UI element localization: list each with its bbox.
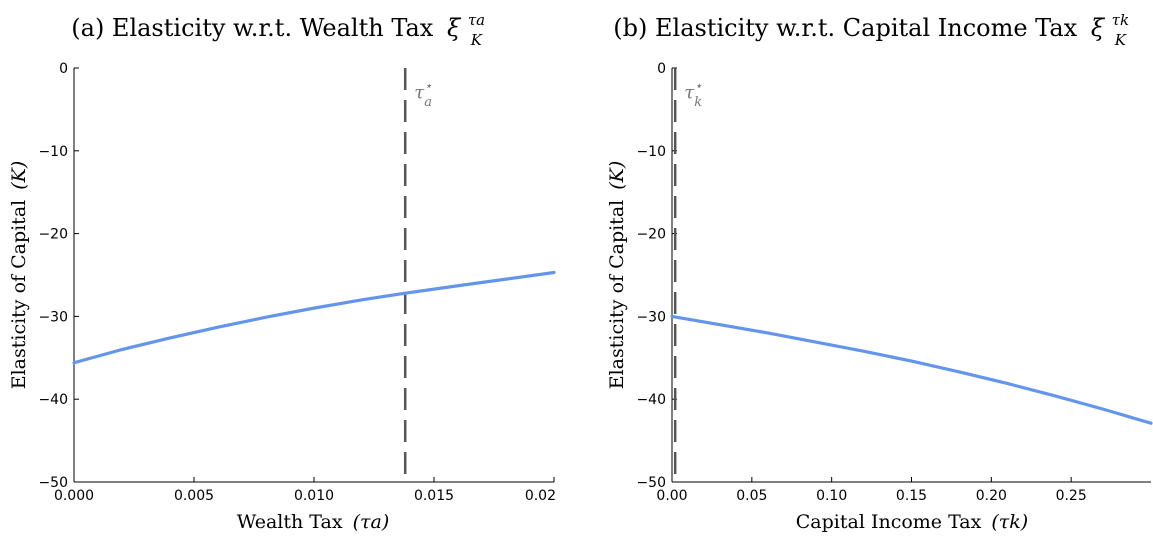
panel-b-reference-label: τ⋆ k [684,79,702,110]
panel-b-ylabel-symbol: (K) [606,161,628,190]
panel-a-y-tick-label: −10 [38,144,68,160]
panel-b-y-tick-label: −10 [636,144,666,160]
panel-a-reference-label: τ⋆ a [414,79,432,110]
panel-b-x-tick-label: 0.05 [736,488,767,504]
panel-a-x-tick-label: 0.005 [174,488,214,504]
panel-a-ylabel: Elasticity of Capital (K) [8,161,30,390]
panel-b-title: (b) Elasticity w.r.t. Capital Income Tax… [613,3,1136,49]
panel-a-title-text: (a) Elasticity w.r.t. Wealth Tax [71,14,434,42]
panel-b-x-tick-label: 0.20 [976,488,1007,504]
panel-a-y-tick-label: −50 [38,475,68,491]
panel-b-xlabel-text: Capital Income Tax [796,511,982,533]
panel-b-title-superscript: τk [1112,11,1129,29]
panel-a-xlabel-symbol: (τa) [353,511,390,533]
panel-a-title-superscript: τa [468,11,485,29]
panel-a-y-tick-label: −40 [38,392,68,408]
panel-a-title-symbol: ξ [447,14,462,42]
panel-b-y-tick-label: −40 [636,392,666,408]
panel-b-title-text: (b) Elasticity w.r.t. Capital Income Tax [613,14,1077,42]
panel-a-series-line [72,270,556,365]
panel-b-ylabel: Elasticity of Capital (K) [606,161,628,390]
panel-b-title-symbol: ξ [1091,14,1106,42]
panel-b-series-line [670,314,1153,425]
panel-a-title: (a) Elasticity w.r.t. Wealth Tax ξ τa K [71,3,492,49]
panel-a-y-tick-label: 0 [59,61,68,77]
panel-a-plot-area: 0 −10 −20 −30 −40 −500.000 0.005 0.010 0.015 0.02… [38,61,556,504]
panel-b-y-tick-label: −50 [636,475,666,491]
panel-b-y-tick-label: 0 [657,61,666,77]
panel-a-x-tick-label: 0.010 [294,488,334,504]
panel-b-y-tick-label: −20 [636,227,666,243]
panel-a-wealth-tax: (a) Elasticity w.r.t. Wealth Tax ξ τa K … [8,3,556,533]
panel-b-title-subscript: K [1114,31,1127,49]
panel-b-y-tick-label: −30 [636,309,666,325]
panel-b-x-tick-label: 0.15 [896,488,927,504]
panel-b-xlabel: Capital Income Tax (τk) [796,511,1028,533]
panel-a-y-tick-label: −30 [38,309,68,325]
panel-a-x-tick-label: 0.000 [54,488,94,504]
panel-b-plot-area: 0 −10 −20 −30 −40 −500.00 0.05 0.10 0.15 0.20 0.25… [636,61,1153,504]
panel-b-x-tick-label: 0.10 [816,488,847,504]
panel-a-x-tick-label: 0.015 [414,488,454,504]
panel-a-xlabel: Wealth Tax (τa) [237,511,390,533]
panel-a-ylabel-text: Elasticity of Capital [8,200,30,390]
panel-b-x-tick-label: 0.25 [1056,488,1087,504]
panel-a-title-subscript: K [470,31,483,49]
panel-a-ylabel-symbol: (K) [8,161,30,190]
panel-b-x-tick-label: 0.00 [656,488,687,504]
panel-b-xlabel-symbol: (τk) [991,511,1028,533]
panel-a-xlabel-text: Wealth Tax [237,511,343,533]
panel-b-capital-income-tax: (b) Elasticity w.r.t. Capital Income Tax… [606,3,1153,533]
panel-a-x-tick-label: 0.02 [525,488,556,504]
panel-b-ylabel-text: Elasticity of Capital [606,200,628,390]
panel-a-y-tick-label: −20 [38,227,68,243]
